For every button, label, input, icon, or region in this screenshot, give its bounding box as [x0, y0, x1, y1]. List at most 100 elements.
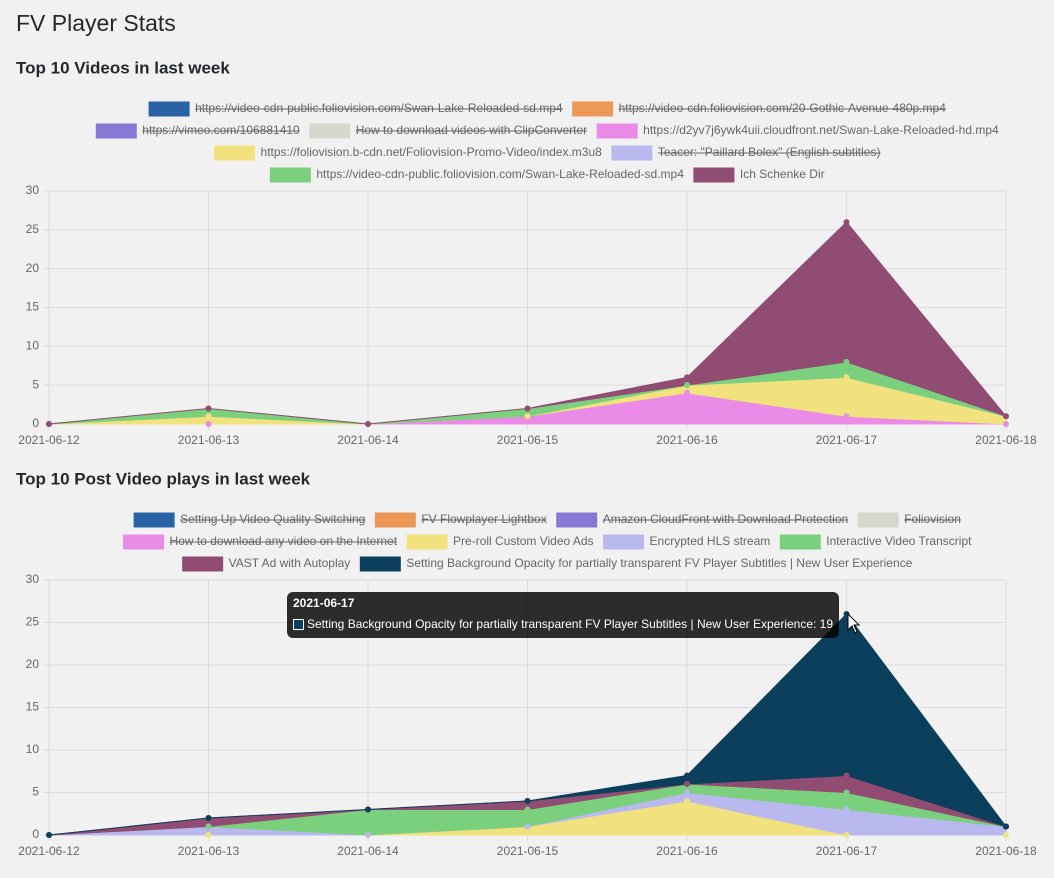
- legend-swatch: [406, 534, 448, 550]
- legend-label[interactable]: https://vimeo.com/106881410: [142, 123, 300, 137]
- legend-item[interactable]: Setting Up Video Quality Switching: [133, 512, 366, 528]
- legend-label[interactable]: Teacer: "Paillard Bolex" (English subtit…: [658, 145, 881, 159]
- x-tick-label: 2021-06-17: [816, 844, 878, 858]
- y-tick-label: 30: [26, 183, 40, 197]
- data-point: [205, 405, 212, 412]
- legend-label[interactable]: Ich Schenke Dir: [740, 167, 825, 181]
- legend-item[interactable]: How to download videos with ClipConverte…: [309, 123, 588, 139]
- data-point: [205, 815, 212, 821]
- data-point: [1003, 421, 1009, 427]
- legend-swatch: [95, 123, 137, 139]
- tooltip-box: [287, 592, 839, 638]
- legend-item[interactable]: https://vimeo.com/106881410: [95, 123, 300, 139]
- legend-item[interactable]: Pre-roll Custom Video Ads: [406, 534, 594, 550]
- data-point: [524, 405, 531, 412]
- legend-label[interactable]: Pre-roll Custom Video Ads: [453, 534, 594, 548]
- legend-label[interactable]: Encrypted HLS stream: [650, 534, 771, 548]
- legend-item[interactable]: Amazon CloudFront with Download Protecti…: [556, 512, 849, 528]
- data-point: [365, 832, 371, 838]
- data-point: [684, 374, 690, 381]
- legend-label[interactable]: https://video-cdn.foliovision.com/20-Got…: [619, 101, 947, 115]
- legend-item[interactable]: Ich Schenke Dir: [693, 167, 825, 183]
- data-point: [524, 798, 531, 804]
- data-point: [843, 806, 850, 813]
- x-tick-label: 2021-06-14: [337, 844, 399, 858]
- legend-label[interactable]: Setting Up Video Quality Switching: [180, 512, 365, 526]
- legend-label[interactable]: VAST Ad with Autoplay: [229, 556, 351, 570]
- tooltip-label: Setting Background Opacity for partially…: [307, 617, 833, 631]
- data-point: [1003, 832, 1009, 838]
- data-point: [843, 789, 850, 796]
- legend-item[interactable]: Foliovision: [857, 512, 961, 528]
- data-point: [843, 772, 850, 779]
- legend-label[interactable]: How to download videos with ClipConverte…: [356, 123, 587, 137]
- legend-label[interactable]: https://video-cdn-public.foliovision.com…: [195, 101, 563, 115]
- x-tick-label: 2021-06-12: [18, 844, 80, 858]
- data-point: [684, 789, 690, 796]
- data-point: [524, 806, 531, 813]
- legend-item[interactable]: Teacer: "Paillard Bolex" (English subtit…: [611, 145, 881, 161]
- y-tick-label: 30: [26, 572, 40, 586]
- legend-label[interactable]: Amazon CloudFront with Download Protecti…: [603, 512, 848, 526]
- y-tick-label: 20: [26, 261, 40, 275]
- legend-item[interactable]: https://d2yv7j6ywk4uii.cloudfront.net/Sw…: [596, 123, 999, 139]
- legend-item[interactable]: Interactive Video Transcript: [779, 534, 972, 550]
- legend-item[interactable]: VAST Ad with Autoplay: [182, 556, 351, 572]
- data-point: [1003, 823, 1009, 830]
- legend-swatch: [572, 101, 614, 117]
- data-point: [46, 832, 52, 838]
- x-tick-label: 2021-06-18: [975, 433, 1037, 447]
- legend-item[interactable]: FV Flowplayer Lightbox: [374, 512, 547, 528]
- legend-swatch: [779, 534, 821, 550]
- legend-item[interactable]: https://video-cdn-public.foliovision.com…: [269, 167, 684, 183]
- legend-label[interactable]: https://d2yv7j6ywk4uii.cloudfront.net/Sw…: [643, 123, 999, 137]
- legend-swatch: [123, 534, 165, 550]
- x-tick-label: 2021-06-15: [497, 844, 559, 858]
- legend-item[interactable]: https://foliovision.b-cdn.net/Foliovisio…: [214, 145, 603, 161]
- data-point: [843, 413, 850, 420]
- legend-swatch: [596, 123, 638, 139]
- legend-swatch: [269, 167, 311, 183]
- legend-label[interactable]: https://foliovision.b-cdn.net/Foliovisio…: [261, 145, 603, 159]
- data-point: [524, 823, 531, 830]
- y-tick-label: 5: [32, 377, 39, 391]
- data-point: [46, 421, 52, 427]
- page-title: FV Player Stats: [16, 10, 176, 36]
- data-point: [684, 389, 690, 396]
- legend-swatch: [148, 101, 190, 117]
- data-point: [524, 413, 531, 420]
- legend-item[interactable]: Encrypted HLS stream: [603, 534, 771, 550]
- legend-label[interactable]: https://video-cdn-public.foliovision.com…: [316, 167, 684, 181]
- legend-item[interactable]: How to download any video on the Interne…: [123, 534, 398, 550]
- legend-swatch: [309, 123, 351, 139]
- legend-label[interactable]: Foliovision: [904, 512, 961, 526]
- legend-swatch: [214, 145, 256, 161]
- data-point: [365, 806, 371, 813]
- tooltip: 2021-06-17 Setting Background Opacity for…: [287, 592, 839, 638]
- legend-label[interactable]: FV Flowplayer Lightbox: [421, 512, 546, 526]
- data-point: [365, 421, 371, 427]
- legend-label[interactable]: How to download any video on the Interne…: [170, 534, 398, 548]
- data-point: [684, 798, 690, 804]
- x-tick-label: 2021-06-13: [178, 433, 240, 447]
- chart-title: Top 10 Videos in last week: [16, 58, 230, 77]
- legend-item[interactable]: Setting Background Opacity for partially…: [359, 556, 913, 572]
- y-tick-label: 25: [26, 615, 40, 629]
- y-tick-label: 10: [26, 742, 40, 756]
- legend-swatch: [374, 512, 416, 528]
- x-tick-label: 2021-06-15: [497, 433, 559, 447]
- cursor: [847, 612, 861, 634]
- y-tick-label: 10: [26, 339, 40, 353]
- data-point: [843, 219, 850, 226]
- legend-item[interactable]: https://video-cdn-public.foliovision.com…: [148, 101, 563, 117]
- legend-label[interactable]: Setting Background Opacity for partially…: [406, 556, 912, 570]
- legend-swatch: [611, 145, 653, 161]
- legend-item[interactable]: https://video-cdn.foliovision.com/20-Got…: [572, 101, 947, 117]
- x-tick-label: 2021-06-18: [975, 844, 1037, 858]
- data-point: [843, 374, 850, 381]
- legend-swatch: [359, 556, 401, 572]
- x-tick-label: 2021-06-12: [18, 433, 80, 447]
- legend-swatch: [603, 534, 645, 550]
- legend-label[interactable]: Interactive Video Transcript: [826, 534, 972, 548]
